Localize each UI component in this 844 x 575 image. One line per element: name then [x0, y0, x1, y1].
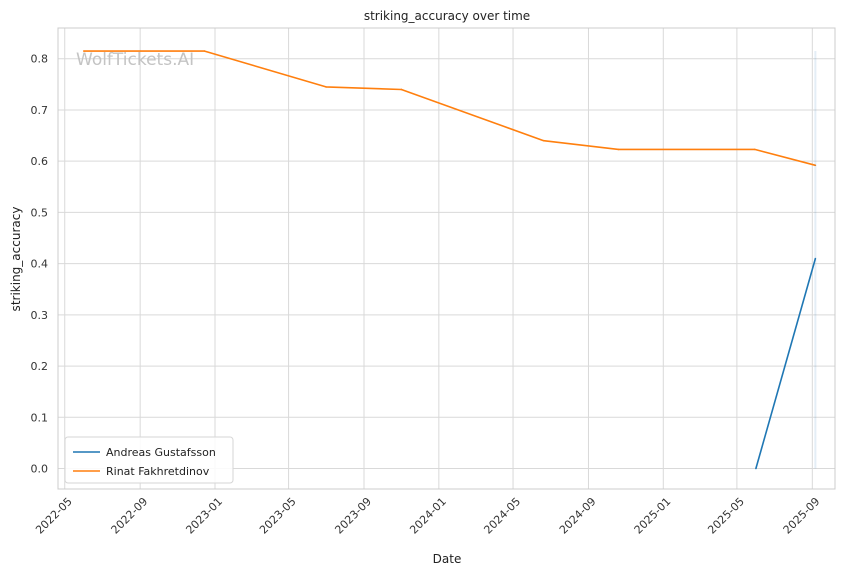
legend-label: Rinat Fakhretdinov	[106, 465, 210, 478]
x-tick-label: 2024-09	[557, 495, 599, 537]
y-axis-ticks: 0.0 0.1 0.2 0.3 0.4 0.5 0.6 0.7 0.8	[31, 53, 49, 476]
x-tick-label: 2025-01	[632, 495, 674, 537]
x-axis-ticks: 2022-05 2022-09 2023-01 2023-05 2023-09 2024-…	[33, 495, 822, 537]
plot-frame	[57, 27, 836, 490]
legend-box	[64, 436, 234, 484]
data-point	[755, 467, 757, 470]
legend: Andreas Gustafsson Rinat Fakhretdinov	[64, 436, 234, 484]
data-point	[814, 164, 817, 167]
x-tick-label: 2025-09	[781, 495, 823, 537]
y-tick-label: 0.1	[31, 411, 49, 424]
data-point	[617, 148, 620, 151]
y-axis-label: striking_accuracy	[9, 207, 23, 312]
x-tick-label: 2024-05	[481, 495, 523, 537]
y-tick-label: 0.0	[31, 463, 49, 476]
data-point	[325, 86, 327, 88]
watermark-text: WolfTickets.AI	[76, 50, 194, 70]
data-point	[82, 50, 85, 52]
chart-title: striking_accuracy over time	[364, 9, 530, 23]
data-point	[542, 139, 545, 142]
x-tick-label: 2023-05	[257, 495, 299, 537]
series-layer	[82, 50, 817, 470]
grid	[58, 28, 835, 489]
y-tick-label: 0.6	[31, 155, 49, 168]
y-tick-label: 0.8	[31, 53, 49, 66]
y-tick-label: 0.4	[31, 258, 49, 271]
data-point	[203, 50, 206, 52]
x-tick-label: 2022-09	[109, 495, 151, 537]
data-point	[753, 148, 756, 151]
x-tick-label: 2023-01	[183, 495, 225, 537]
y-tick-label: 0.3	[31, 309, 49, 322]
series-line	[755, 258, 817, 469]
x-tick-label: 2024-01	[407, 495, 449, 537]
x-tick-label: 2025-05	[705, 495, 747, 537]
data-point	[400, 88, 403, 91]
series-line	[83, 50, 816, 167]
legend-label: Andreas Gustafsson	[106, 446, 216, 459]
y-tick-label: 0.2	[31, 360, 49, 373]
y-tick-label: 0.5	[31, 206, 49, 219]
x-tick-label: 2023-09	[332, 495, 374, 537]
x-axis-label: Date	[433, 552, 462, 566]
data-point	[814, 257, 817, 260]
x-tick-label: 2022-05	[33, 495, 75, 537]
y-tick-label: 0.7	[31, 104, 49, 117]
